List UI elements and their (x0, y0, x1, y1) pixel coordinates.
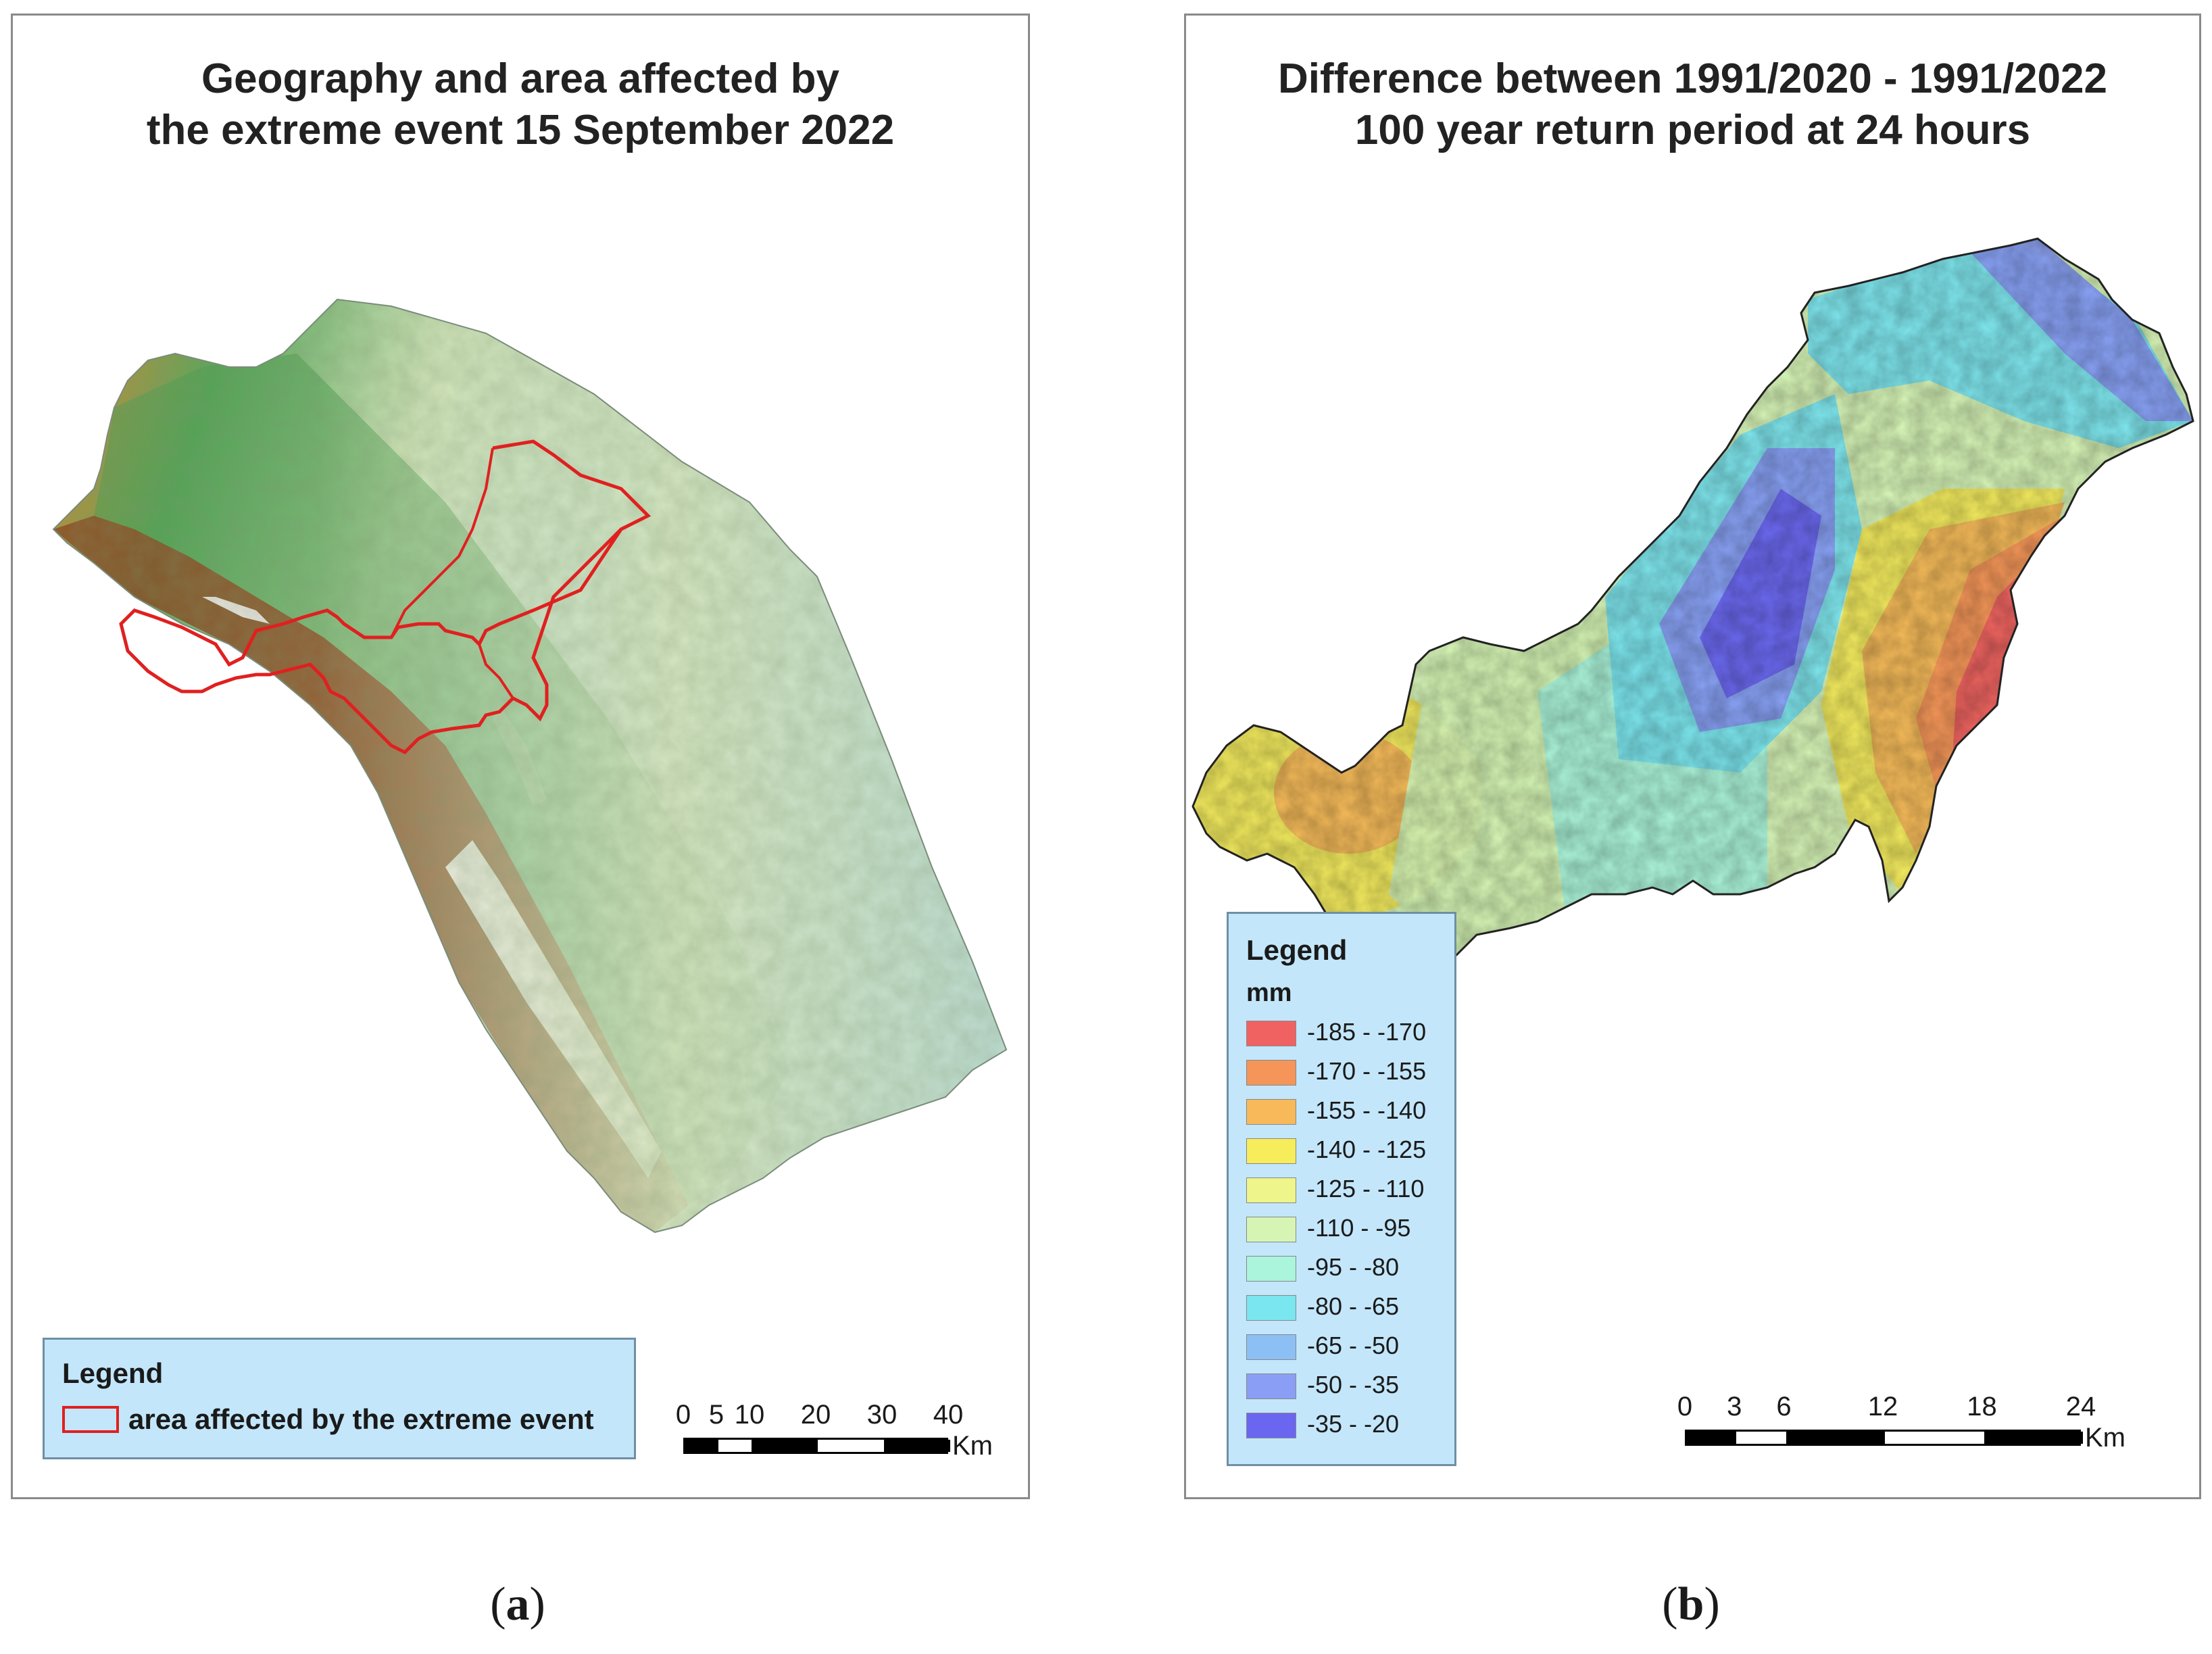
legend-b-class-label: -80 - -65 (1307, 1292, 1400, 1320)
legend-b-class-label: -125 - -110 (1307, 1175, 1425, 1202)
scale-tick-label: 20 (800, 1400, 831, 1430)
scale-segment (1984, 1432, 2083, 1444)
legend-b-class-label: -95 - -80 (1307, 1253, 1400, 1281)
legend-b-unit: mm (1246, 979, 1292, 1007)
caption-b-letter: b (1677, 1578, 1704, 1630)
scale-bar-b: 0 3 6 12 18 24 Km (1677, 1392, 2125, 1453)
legend-a-title: Legend (62, 1357, 164, 1389)
legend-b-title: Legend (1246, 934, 1348, 966)
legend-b-class-label: -155 - -140 (1307, 1096, 1427, 1124)
scale-tick-label: 5 (708, 1400, 724, 1430)
legend-b-swatch (1246, 1099, 1296, 1125)
legend-b-class-label: -65 - -50 (1307, 1332, 1400, 1359)
scale-tick-label: 10 (734, 1400, 765, 1430)
scale-unit: Km (2085, 1423, 2125, 1453)
scale-tick-label: 18 (1967, 1392, 1997, 1421)
legend-b-swatch (1246, 1217, 1296, 1242)
scale-tick-label: 3 (1727, 1392, 1742, 1421)
map-title-a-line2: the extreme event 15 September 2022 (146, 107, 895, 153)
legend-b-class-label: -185 - -170 (1307, 1018, 1427, 1046)
map-title-a-line1: Geography and area affected by (201, 55, 840, 102)
map-title-b-line1: Difference between 1991/2020 - 1991/2022 (1278, 55, 2107, 102)
legend-b-swatch (1246, 1256, 1296, 1282)
scale-unit: Km (952, 1431, 993, 1461)
scale-bar-a: 0 5 10 20 30 40 Km (675, 1400, 993, 1461)
legend-a-swatch (62, 1406, 119, 1433)
legend-b-swatch (1246, 1021, 1296, 1046)
scale-segment (1885, 1432, 1984, 1444)
legend-b-swatch (1246, 1295, 1296, 1321)
scale-segment (818, 1440, 884, 1452)
scale-tick-label: 0 (675, 1400, 691, 1430)
map-title-b: Difference between 1991/2020 - 1991/2022… (1186, 53, 2199, 156)
legend-b-swatch (1246, 1060, 1296, 1086)
caption-a-letter: a (506, 1578, 530, 1630)
legend-b-class-label: -35 - -20 (1307, 1410, 1400, 1438)
legend-b-class-label: -50 - -35 (1307, 1371, 1400, 1398)
scale-segment (1687, 1432, 1737, 1444)
scale-segment (1736, 1432, 1786, 1444)
affected-area-outline (119, 439, 652, 755)
scale-tick-label: 12 (1867, 1392, 1898, 1421)
legend-b-class-label: -110 - -95 (1307, 1214, 1411, 1242)
caption-b: (b) (1662, 1578, 1720, 1630)
map-panel-a: Geography and area affected by the extre… (11, 14, 1030, 1499)
legend-b-class-label: -140 - -125 (1307, 1136, 1427, 1163)
scale-tick-label: 40 (933, 1400, 964, 1430)
legend-b-class-label: -170 - -155 (1307, 1057, 1427, 1085)
scale-segment (685, 1440, 718, 1452)
scale-bar (1685, 1430, 2083, 1446)
legend-b-swatch (1246, 1373, 1296, 1399)
map-title-b-line2: 100 year return period at 24 hours (1354, 107, 2031, 153)
scale-tick-label: 24 (2065, 1392, 2096, 1421)
scale-segment (752, 1440, 818, 1452)
legend-b: Legend mm -185 - -170 -170 - -155 -155 - -… (1227, 912, 1456, 1466)
scale-tick-label: 6 (1776, 1392, 1792, 1421)
scale-segment (718, 1440, 752, 1452)
caption-a: (a) (490, 1578, 545, 1630)
scale-bar (683, 1438, 950, 1454)
legend-a-label: area affected by the extreme event (128, 1403, 594, 1435)
legend-b-swatch (1246, 1334, 1296, 1360)
legend-b-swatch (1246, 1138, 1296, 1164)
legend-a: Legend area affected by the extreme even… (43, 1338, 636, 1459)
scale-tick-label: 0 (1677, 1392, 1693, 1421)
map-panel-b: Difference between 1991/2020 - 1991/2022… (1184, 14, 2201, 1499)
legend-b-swatch (1246, 1177, 1296, 1203)
scale-tick-label: 30 (866, 1400, 898, 1430)
scale-segment (1786, 1432, 1885, 1444)
legend-b-swatch (1246, 1413, 1296, 1438)
relief-map-a (53, 299, 1007, 1233)
difference-map-b (1191, 237, 2194, 977)
map-title-a: Geography and area affected by the extre… (13, 53, 1028, 156)
scale-segment (884, 1440, 950, 1452)
